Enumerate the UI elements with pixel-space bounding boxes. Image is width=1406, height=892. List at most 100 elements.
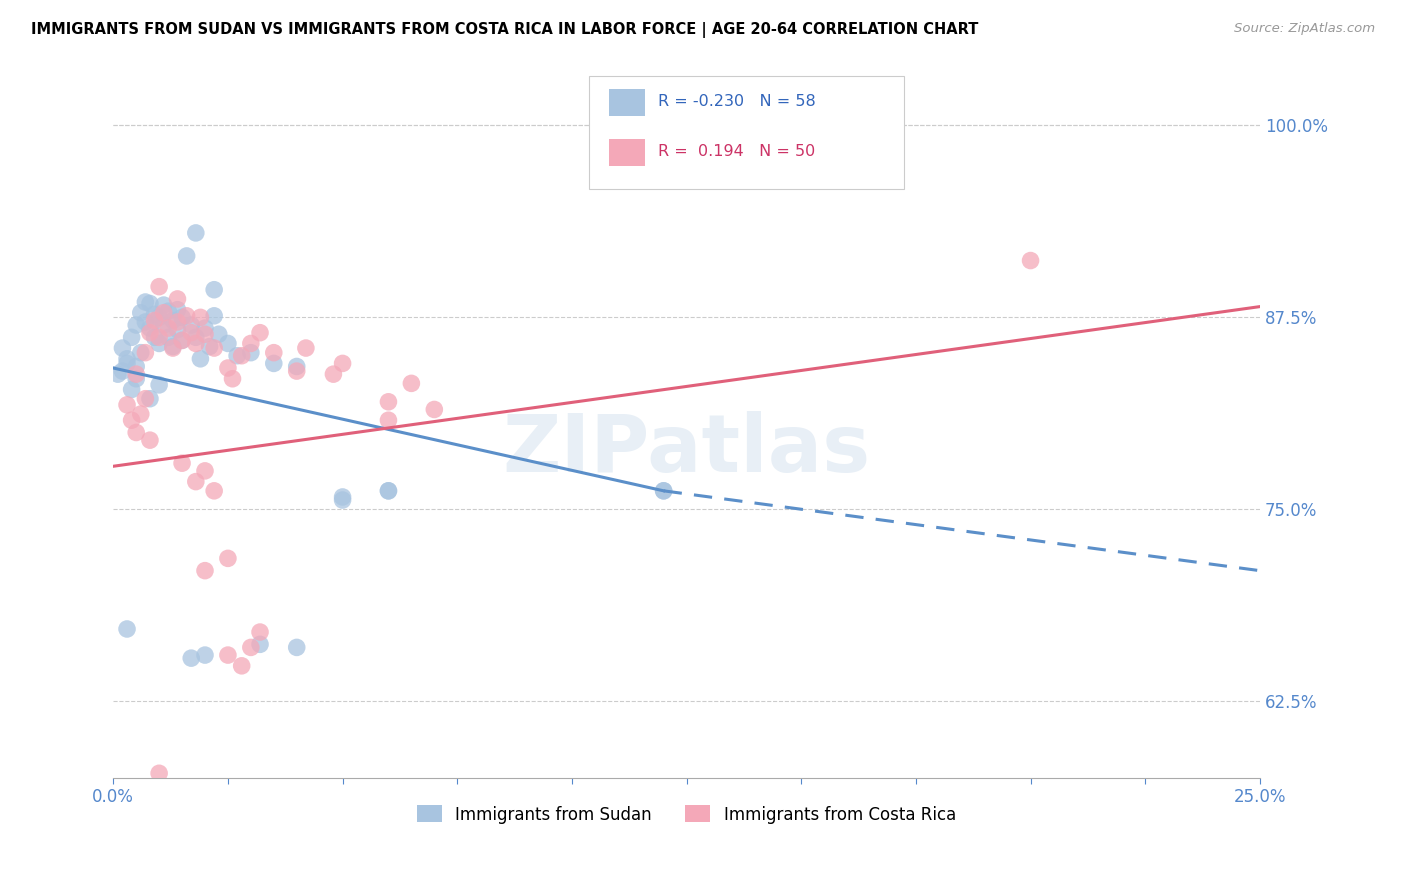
Point (239, 336, 262, 351)
Point (111, 364, 134, 378)
Point (139, 433, 162, 447)
Point (194, 648, 217, 662)
Point (377, 483, 399, 498)
Point (285, 640, 308, 655)
Point (111, 341, 134, 355)
Point (190, 310, 212, 325)
Point (194, 327, 217, 342)
Point (180, 651, 202, 665)
Point (184, 475, 207, 489)
Point (377, 394, 399, 409)
Point (377, 413, 399, 427)
Point (377, 483, 399, 498)
Point (152, 306, 174, 320)
Point (423, 402, 446, 417)
Point (157, 330, 180, 344)
Point (1019, 253, 1042, 268)
Point (162, 341, 184, 355)
Point (231, 658, 253, 673)
Point (148, 330, 170, 344)
Point (202, 341, 225, 355)
Point (332, 356, 354, 370)
Point (226, 349, 249, 363)
Point (125, 359, 148, 374)
Point (121, 413, 143, 427)
Point (194, 464, 217, 478)
Point (166, 315, 188, 329)
Point (249, 625, 271, 640)
Text: IMMIGRANTS FROM SUDAN VS IMMIGRANTS FROM COSTA RICA IN LABOR FORCE | AGE 20-64 C: IMMIGRANTS FROM SUDAN VS IMMIGRANTS FROM… (31, 22, 979, 38)
Point (125, 367, 148, 381)
Point (208, 327, 231, 342)
Point (194, 564, 217, 578)
Point (152, 318, 174, 332)
Point (285, 364, 308, 378)
Point (263, 356, 285, 370)
Point (107, 367, 129, 381)
Point (190, 351, 212, 366)
Point (148, 279, 170, 293)
Point (202, 483, 225, 498)
Point (148, 336, 170, 351)
Point (249, 326, 271, 340)
Point (285, 359, 308, 374)
Point (125, 372, 148, 386)
Point (332, 493, 354, 508)
Point (217, 551, 239, 566)
Point (170, 310, 193, 325)
Point (139, 326, 162, 340)
Point (139, 392, 162, 406)
Point (125, 425, 148, 440)
Point (652, 483, 675, 498)
Point (148, 378, 170, 392)
Point (217, 336, 239, 351)
Point (143, 313, 166, 327)
Point (115, 356, 138, 370)
Point (239, 640, 262, 655)
Point (184, 226, 207, 240)
Point (148, 310, 170, 325)
Point (184, 336, 207, 351)
Point (202, 283, 225, 297)
Point (217, 361, 239, 376)
Point (180, 326, 202, 340)
Point (263, 345, 285, 359)
Point (170, 334, 193, 348)
Point (198, 339, 221, 353)
Point (652, 483, 675, 498)
Point (139, 296, 162, 310)
Point (322, 367, 344, 381)
Point (162, 313, 184, 327)
Point (129, 306, 152, 320)
Bar (609, 89, 645, 116)
Point (401, 376, 423, 391)
Point (170, 334, 193, 348)
Point (249, 637, 271, 651)
Text: Source: ZipAtlas.com: Source: ZipAtlas.com (1234, 22, 1375, 36)
Legend: Immigrants from Sudan, Immigrants from Costa Rica: Immigrants from Sudan, Immigrants from C… (411, 798, 963, 830)
Point (166, 292, 188, 306)
Point (184, 330, 207, 344)
Point (162, 339, 184, 353)
Point (180, 318, 202, 332)
Point (134, 315, 156, 329)
Text: R = -0.230   N = 58: R = -0.230 N = 58 (658, 95, 815, 110)
Point (134, 295, 156, 310)
Point (143, 307, 166, 321)
Point (176, 309, 198, 323)
Point (194, 321, 217, 335)
Point (157, 321, 180, 335)
Point (115, 622, 138, 636)
Text: ZIPatlas: ZIPatlas (502, 410, 870, 489)
Point (143, 330, 166, 344)
Bar (609, 139, 645, 166)
Point (295, 341, 318, 355)
Point (115, 398, 138, 412)
Point (221, 372, 243, 386)
Point (217, 648, 239, 662)
Point (176, 249, 198, 263)
FancyBboxPatch shape (589, 76, 904, 189)
Point (166, 302, 188, 317)
Point (121, 330, 143, 344)
Point (134, 345, 156, 359)
